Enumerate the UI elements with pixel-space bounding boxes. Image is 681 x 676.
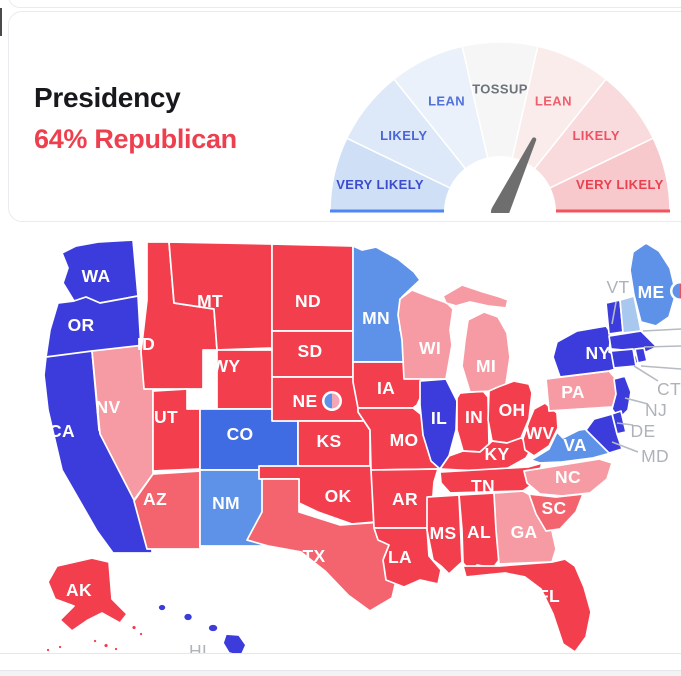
state-label-OK: OK (325, 486, 352, 506)
state-label-MO: MO (390, 430, 419, 450)
state-OR[interactable] (45, 295, 142, 358)
state-label-NM: NM (212, 493, 240, 513)
gauge-label-lean-democrat: LEAN (428, 94, 465, 109)
gauge-label-tossup-tossup: TOSSUP (472, 82, 528, 97)
state-label-DE: DE (631, 421, 656, 441)
state-GA[interactable] (493, 490, 557, 565)
state-label-WY: WY (212, 356, 241, 376)
split-ev-marker-left-NE (324, 393, 332, 409)
state-label-AZ: AZ (143, 489, 167, 509)
label-leader-line-5 (624, 397, 649, 405)
state-label-KY: KY (485, 444, 510, 464)
page-title: Presidency (34, 82, 181, 113)
label-leader-line-7 (611, 441, 639, 453)
state-label-MI: MI (476, 356, 496, 376)
state-label-HI: HI (189, 641, 207, 653)
state-label-AL: AL (467, 522, 491, 542)
state-label-AR: AR (392, 489, 418, 509)
label-leader-line-0 (611, 301, 617, 325)
gauge-label-very-likely-republican: VERY LIKELY (576, 177, 664, 192)
state-label-MN: MN (362, 308, 390, 328)
state-label-SD: SD (298, 341, 323, 361)
state-label-VA: VA (563, 435, 587, 455)
state-label-TX: TX (303, 546, 326, 566)
section-divider (0, 653, 681, 654)
state-FL[interactable] (462, 558, 592, 653)
state-RI[interactable] (634, 347, 648, 364)
state-HI[interactable] (157, 603, 247, 653)
state-label-CT: CT (657, 379, 681, 399)
label-leader-line-2 (643, 345, 681, 348)
state-label-AK: AK (66, 580, 92, 600)
state-label-NJ: NJ (645, 400, 667, 420)
window-edge-artifact (0, 8, 2, 36)
state-MD[interactable] (585, 413, 623, 454)
state-label-IA: IA (377, 378, 395, 398)
state-label-WI: WI (419, 338, 441, 358)
state-ME[interactable] (629, 242, 677, 327)
gauge-baseline-dem (330, 209, 444, 213)
gauge-hub (444, 156, 556, 213)
state-label-ME: ME (638, 282, 665, 302)
state-label-MS: MS (430, 523, 457, 543)
probability-gauge: VERY LIKELY LIKELY LEAN TOSSUP LEAN LIKELY VER… (330, 42, 671, 213)
state-LA[interactable] (373, 527, 442, 588)
state-label-MD: MD (641, 446, 669, 466)
state-label-KS: KS (317, 431, 342, 451)
state-NC[interactable] (523, 458, 613, 497)
gauge-baseline-rep (556, 209, 670, 213)
us-forecast-map: WA OR CA NV ID MT WY UT CO AZ NM ND SD NE KS OK TX MN IA MO… (33, 240, 681, 653)
state-label-PA: PA (561, 382, 585, 402)
state-label-GA: GA (511, 522, 538, 542)
state-label-NY: NY (586, 343, 611, 363)
state-label-NE: NE (293, 391, 318, 411)
state-label-OR: OR (68, 315, 95, 335)
state-CT[interactable] (610, 348, 637, 369)
state-label-ND: ND (295, 291, 321, 311)
split-ev-marker-right-NE (332, 393, 340, 409)
state-label-CA: CA (49, 421, 75, 441)
state-NJ[interactable] (611, 375, 632, 420)
state-label-SC: SC (542, 498, 567, 518)
state-label-ID: ID (137, 334, 155, 354)
label-leader-line-6 (616, 422, 634, 426)
gauge-label-very-likely-democrat: VERY LIKELY (336, 177, 424, 192)
state-label-TN: TN (471, 476, 495, 496)
state-label-OH: OH (499, 400, 526, 420)
state-TX[interactable] (246, 478, 400, 612)
state-label-UT: UT (154, 407, 178, 427)
split-ev-marker-left-ME (672, 283, 680, 299)
next-card-top-edge (0, 670, 681, 676)
state-AZ[interactable] (133, 470, 201, 550)
label-leader-line-4 (633, 365, 659, 382)
state-label-WV: WV (526, 423, 555, 443)
state-WI[interactable] (397, 289, 454, 380)
state-label-MT: MT (197, 291, 223, 311)
state-WV[interactable] (522, 402, 559, 457)
state-label-FL: FL (538, 586, 560, 606)
presidency-probability: 64% Republican (34, 124, 237, 154)
gauge-label-lean-republican: LEAN (535, 94, 572, 109)
gauge-label-likely-democrat: LIKELY (380, 128, 427, 143)
label-leader-line-3 (640, 365, 681, 370)
state-label-WA: WA (82, 266, 111, 286)
gauge-needle (491, 137, 537, 213)
state-label-IN: IN (465, 407, 483, 427)
state-label-IL: IL (431, 408, 447, 428)
gauge-label-likely-republican: LIKELY (572, 128, 619, 143)
state-UT[interactable] (152, 388, 201, 472)
state-AK[interactable] (33, 557, 144, 653)
state-NE[interactable] (271, 376, 365, 422)
state-label-LA: LA (388, 547, 412, 567)
state-label-VT: VT (607, 277, 630, 297)
state-label-CO: CO (227, 424, 254, 444)
state-label-NC: NC (555, 467, 581, 487)
state-label-NV: NV (96, 397, 121, 417)
label-leader-line-1 (642, 328, 681, 332)
state-ND[interactable] (271, 243, 354, 332)
